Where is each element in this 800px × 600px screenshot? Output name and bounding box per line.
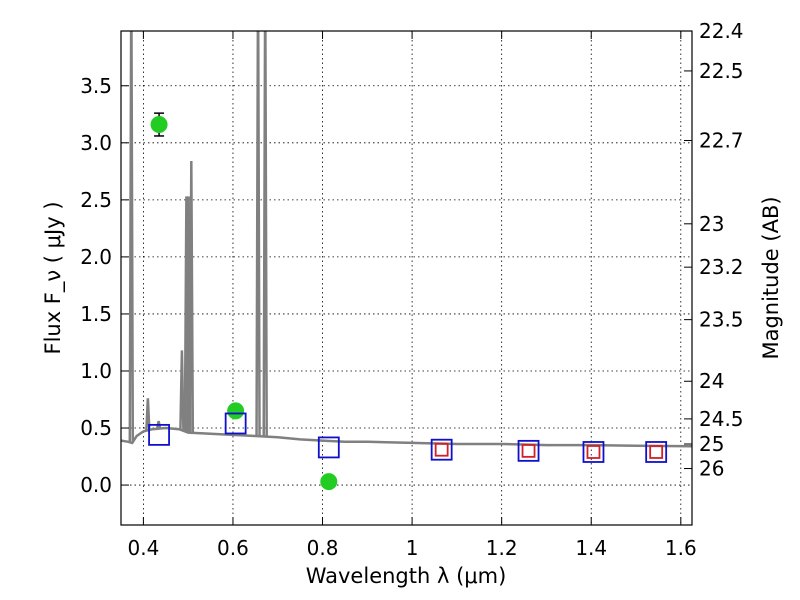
- filter-flux-square: [586, 445, 601, 459]
- magnitude-tick-label: 24.5: [699, 407, 744, 431]
- sed-continuum: [121, 426, 692, 448]
- y-tick-label: 3.0: [80, 131, 112, 155]
- sed-emission-line: [188, 161, 195, 433]
- y-tick-label: 1.0: [80, 359, 112, 383]
- sed-emission-line: [262, 31, 268, 437]
- model-flux-square: [224, 412, 247, 435]
- model-flux-square: [430, 438, 453, 461]
- x-axis-ticks: 0.4 0.6 0.8 1 1.2 1.4 1.6: [127, 31, 697, 560]
- sed-emission-line: [255, 31, 261, 437]
- observed-flux-point: [227, 402, 245, 420]
- model-flux-square: [645, 441, 668, 463]
- y-tick-label: 1.5: [80, 302, 112, 326]
- y-tick-label: 2.5: [80, 188, 112, 212]
- magnitude-tick-label: 24: [699, 369, 724, 393]
- model-flux-square: [582, 441, 605, 463]
- model-flux-square: [148, 423, 170, 446]
- sed-model-spectrum: [121, 31, 692, 448]
- model-flux-square: [317, 436, 340, 459]
- sed-emission-line: [128, 31, 135, 443]
- sed-emission-line: [155, 420, 162, 429]
- plot-frame: [120, 30, 693, 526]
- filter-flux-square: [649, 445, 664, 459]
- grid-lines: [121, 31, 692, 525]
- magnitude-tick-label: 25: [699, 432, 724, 456]
- observed-flux-point: [150, 116, 168, 134]
- magnitude-tick-label: 22.5: [699, 59, 744, 83]
- y-tick-label: 2.0: [80, 245, 112, 269]
- magnitude-tick-label: 23: [699, 212, 724, 236]
- filter-flux-square: [434, 442, 449, 457]
- sed-emission-line: [145, 398, 151, 431]
- filter-flux-square: [521, 443, 536, 458]
- y-tick-label: 0.0: [80, 473, 112, 497]
- magnitude-tick-label: 22.4: [699, 19, 744, 43]
- y-tick-label: 0.5: [80, 416, 112, 440]
- photometry-markers: [148, 112, 668, 491]
- x-tick-label: 0.4: [127, 536, 159, 560]
- y-tick-label: 3.5: [80, 74, 112, 98]
- model-flux-square: [517, 439, 540, 462]
- magnitude-tick-label: 23.5: [699, 308, 744, 332]
- x-axis-label: Wavelength λ (μm): [306, 564, 507, 588]
- y-axis-label: Flux F_ν ( μJy ): [41, 201, 66, 354]
- magnitude-tick-label: 26: [699, 457, 724, 481]
- y-axis-ticks: 0.0 0.5 1.0 1.5 2.0 2.5 3.0 3.5: [80, 74, 129, 497]
- x-tick-label: 0.6: [217, 536, 249, 560]
- x-tick-label: 1.6: [665, 536, 697, 560]
- observed-flux-point: [320, 473, 338, 491]
- sed-emission-line: [179, 350, 185, 431]
- right-y-axis-label: Magnitude (AB): [759, 196, 783, 359]
- magnitude-tick-label: 22.7: [699, 129, 744, 153]
- x-tick-label: 1: [406, 536, 419, 560]
- x-tick-label: 1.2: [486, 536, 518, 560]
- x-tick-label: 0.8: [307, 536, 339, 560]
- magnitude-tick-label: 23.2: [699, 255, 744, 279]
- x-tick-label: 1.4: [575, 536, 607, 560]
